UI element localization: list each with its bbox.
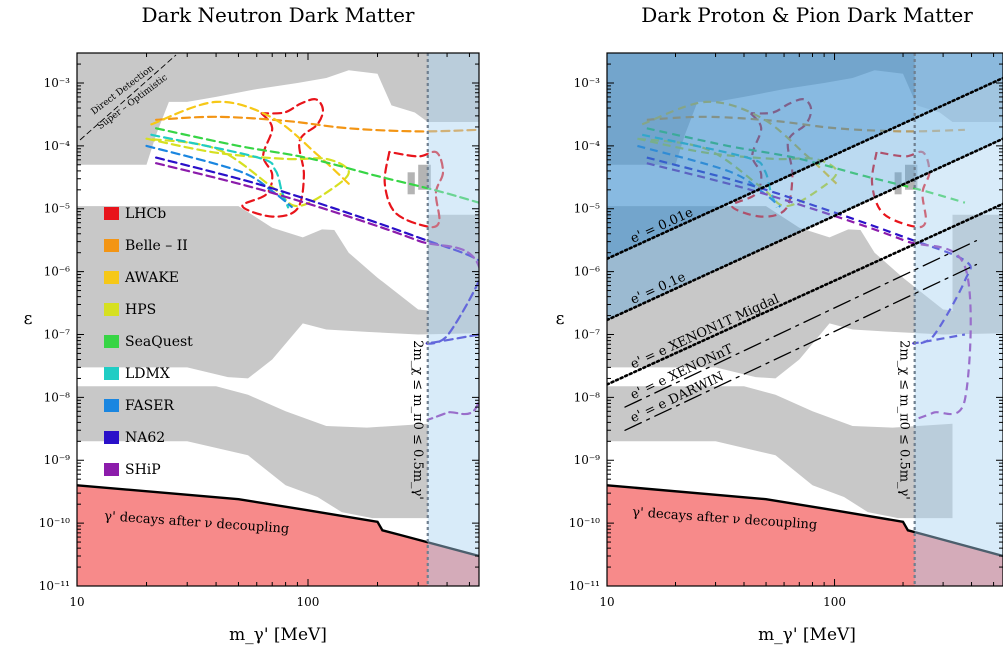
y-tick-label: 10⁻⁹ <box>44 453 71 467</box>
coupling-line-e-e-darwin <box>624 263 978 431</box>
left-x-axis-label: m_γ' [MeV] <box>229 625 327 645</box>
sensitivity-curve-awake <box>150 100 350 185</box>
right-x-axis-label: m_γ' [MeV] <box>758 625 856 645</box>
right-y-axis-label: ε <box>556 309 565 329</box>
legend-swatch <box>104 399 119 412</box>
y-tick-label: 10⁻³ <box>574 76 601 90</box>
excluded-region-lower <box>607 386 953 519</box>
excluded-region-lower <box>77 386 428 519</box>
neutrino-decoupling-region <box>77 485 479 586</box>
right-coupling-lines <box>607 76 1003 431</box>
excluded-blob <box>418 164 431 190</box>
legend-label: LDMX <box>125 366 170 382</box>
left-panel: 10 100 10⁻¹¹ 10⁻¹⁰ 10⁻⁹ 10⁻⁸ 10⁻⁷ 10⁻⁶ 10⁻⁵ 10⁻⁴ 1… <box>24 3 480 645</box>
y-tick-label: 10⁻¹¹ <box>39 579 70 593</box>
legend-swatch <box>104 431 119 444</box>
legend-label: AWAKE <box>124 270 179 286</box>
excluded-region-top <box>77 53 479 165</box>
legend-swatch <box>104 463 119 476</box>
legend-swatch <box>104 303 119 316</box>
y-tick-label: 10⁻¹⁰ <box>569 516 600 530</box>
legend: LHCb Belle – II AWAKE HPS SeaQuest LDMX FASER N… <box>104 206 193 478</box>
sensitivity-curve-na62 <box>155 156 479 345</box>
left-sensitivity-curves <box>145 98 479 421</box>
legend-swatch <box>104 271 119 284</box>
sensitivity-curve-lhcb <box>383 150 445 229</box>
coupling-excluded-region <box>607 78 1003 320</box>
y-tick-label: 10⁻⁸ <box>574 390 601 404</box>
legend-label: HPS <box>125 302 156 318</box>
y-tick-label: 10⁻⁵ <box>574 202 601 216</box>
y-tick-label: 10⁻⁸ <box>44 390 71 404</box>
excluded-blob <box>894 172 902 195</box>
direct-detection-line <box>79 54 177 141</box>
y-tick-label: 10⁻⁵ <box>44 202 71 216</box>
x-tick-label: 10 <box>69 595 84 609</box>
coupling-excluded-region <box>607 53 1003 259</box>
legend-swatch <box>104 207 119 220</box>
sensitivity-curve-belle-ii <box>155 115 479 133</box>
x-tick-label: 10 <box>599 595 614 609</box>
y-tick-label: 10⁻⁶ <box>574 265 601 279</box>
faded-sensitivity-curve <box>646 162 972 421</box>
legend-swatch <box>104 239 119 252</box>
left-vertical-line-label: 2m_χ ≤ m_π0 ≤ 0.5m_γ' <box>410 340 425 500</box>
right-chart-title: Dark Proton & Pion Dark Matter <box>641 3 973 27</box>
right-excluded-regions <box>607 53 1003 586</box>
sensitivity-curve-lhcb <box>241 98 325 218</box>
coupling-line-e-0-01e <box>607 76 1003 261</box>
y-tick-label: 10⁻³ <box>44 76 71 90</box>
legend-swatch <box>104 367 119 380</box>
neutrino-decoupling-region <box>607 485 1003 586</box>
excluded-region-right <box>952 214 1003 330</box>
excluded-region-main <box>607 206 1003 379</box>
right-vertical-line-label: 2m_χ ≤ m_π0 ≤ 0.5m_γ' <box>897 340 912 500</box>
faded-sensitivity-curve <box>637 144 782 208</box>
y-tick-label: 10⁻¹¹ <box>569 579 600 593</box>
y-tick-label: 10⁻⁶ <box>44 265 71 279</box>
coupling-line-e-e-xenonnt <box>624 240 978 408</box>
y-tick-label: 10⁻⁷ <box>574 327 601 341</box>
left-chart-title: Dark Neutron Dark Matter <box>142 3 415 27</box>
coupling-line-e-e-xenon1t-migdal <box>607 202 1003 386</box>
right-panel: 10 100 10⁻¹¹ 10⁻¹⁰ 10⁻⁹ 10⁻⁸ 10⁻⁷ 10⁻⁶ 10⁻⁵ 10⁻⁴ 1… <box>556 3 1003 645</box>
legend-label: NA62 <box>125 430 165 446</box>
kinematic-band <box>427 53 479 586</box>
left-ticks: 10 100 10⁻¹¹ 10⁻¹⁰ 10⁻⁹ 10⁻⁸ 10⁻⁷ 10⁻⁶ 10⁻⁵ 10⁻⁴ 1… <box>39 52 479 609</box>
left-overlays <box>79 53 479 586</box>
y-tick-label: 10⁻⁷ <box>44 327 71 341</box>
right-ticks: 10 100 10⁻¹¹ 10⁻¹⁰ 10⁻⁹ 10⁻⁸ 10⁻⁷ 10⁻⁶ 10⁻⁵ 10⁻⁴ 1… <box>569 52 1003 609</box>
kinematic-band <box>914 53 1003 586</box>
x-tick-label: 100 <box>297 595 320 609</box>
y-tick-label: 10⁻⁹ <box>574 453 601 467</box>
coupling-line-e-0-1e <box>607 137 1003 322</box>
left-axes-frame <box>76 52 480 587</box>
legend-label: LHCb <box>125 206 166 222</box>
left-excluded-regions <box>77 53 479 586</box>
legend-label: SeaQuest <box>125 334 193 350</box>
right-plot-area <box>607 53 1003 586</box>
legend-swatch <box>104 335 119 348</box>
neutrino-decoupling-line <box>607 484 1003 558</box>
sensitivity-curve-hps <box>145 137 350 208</box>
neutrino-decoupling-line <box>77 484 479 558</box>
x-tick-label: 100 <box>823 595 846 609</box>
sensitivity-curve-seaquest <box>155 127 479 204</box>
sensitivity-curve-faser <box>145 144 293 208</box>
left-plot-area <box>77 53 479 586</box>
right-overlays <box>607 53 1003 586</box>
legend-label: FASER <box>125 398 174 414</box>
y-tick-label: 10⁻⁴ <box>574 139 601 153</box>
y-tick-label: 10⁻⁴ <box>44 139 71 153</box>
excluded-region-right <box>427 214 479 330</box>
right-axes-frame <box>606 52 1003 587</box>
legend-label: Belle – II <box>125 238 188 254</box>
sensitivity-curve-ship <box>155 162 479 421</box>
excluded-region-main <box>77 206 479 379</box>
legend-label: SHiP <box>125 462 161 478</box>
y-tick-label: 10⁻¹⁰ <box>39 516 70 530</box>
left-y-axis-label: ε <box>24 309 33 329</box>
